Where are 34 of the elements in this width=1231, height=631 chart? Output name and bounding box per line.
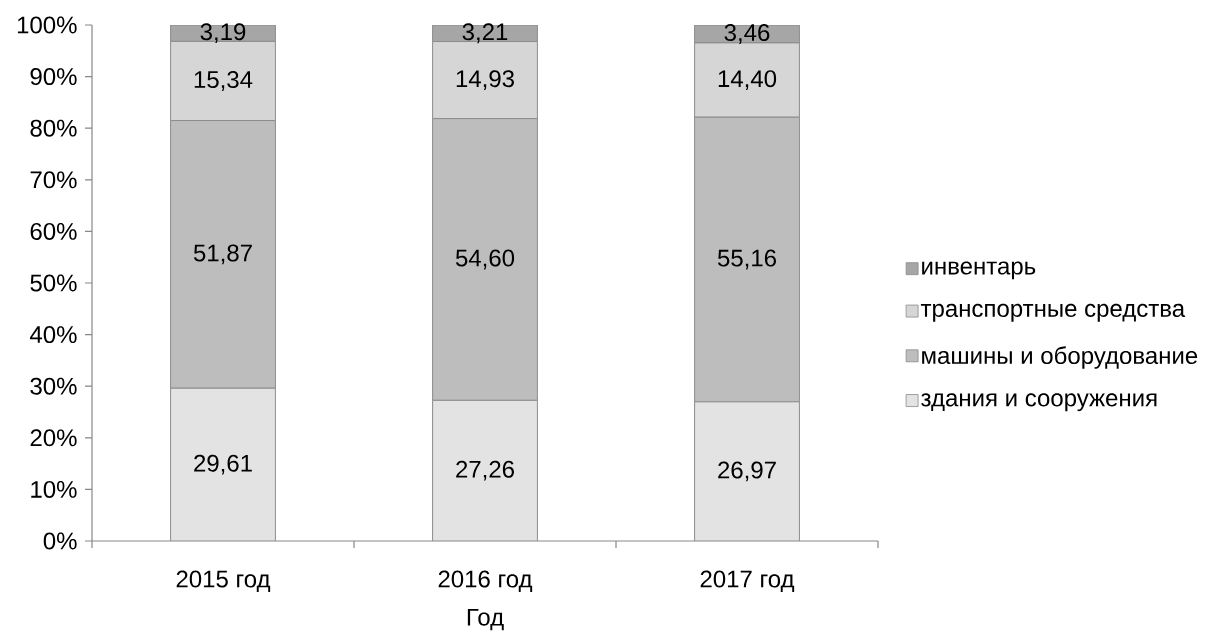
y-tick-label: 80% [30, 119, 77, 137]
bar [170, 387, 276, 541]
data-label: 3,21 [462, 23, 508, 44]
data-label: 3,19 [200, 23, 246, 44]
data-label: 3,46 [724, 24, 770, 44]
legend-label: транспортные средства [920, 303, 1186, 322]
x-axis-title: Год [467, 608, 504, 631]
data-label: 15,34 [194, 71, 253, 91]
y-tick-label: 70% [30, 171, 77, 189]
y-tick-label: 20% [30, 429, 77, 447]
data-label: 55,16 [717, 249, 776, 270]
y-tick-label: 100% [17, 16, 77, 34]
y-tick-label: 90% [30, 68, 77, 86]
x-tick-label: 2017 год [700, 570, 795, 593]
y-tick-label: 30% [30, 377, 77, 395]
y-tick-label: 10% [31, 480, 77, 498]
legend-label: машины и оборудование [922, 346, 1198, 369]
data-label: 54,60 [455, 249, 515, 270]
data-label: 29,61 [194, 454, 252, 475]
y-tick-label: 0% [43, 532, 77, 550]
data-label: 14,93 [456, 70, 514, 90]
legend-label: инвентарь [922, 261, 1036, 280]
x-tick-label: 2016 год [438, 570, 533, 593]
x-tick-label: 2015 год [176, 570, 271, 593]
data-label: 14,40 [718, 70, 777, 90]
data-label: 27,26 [456, 460, 514, 481]
bar [694, 401, 800, 541]
legend-label: здания и сооружения [921, 393, 1157, 412]
bar [432, 399, 538, 541]
y-tick-label: 50% [30, 274, 77, 292]
y-tick-label: 60% [30, 222, 77, 240]
y-tick-label: 40% [29, 326, 77, 344]
data-label: 51,87 [193, 244, 252, 265]
data-label: 26,97 [718, 461, 776, 482]
